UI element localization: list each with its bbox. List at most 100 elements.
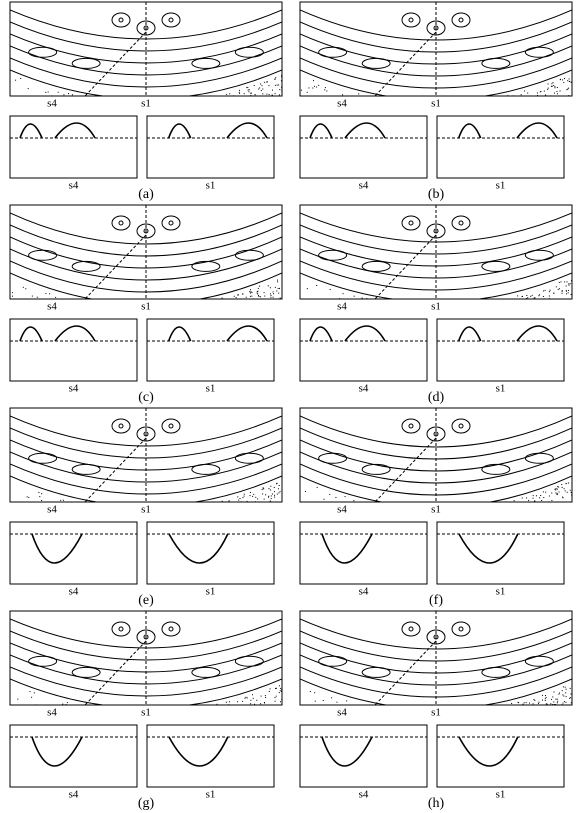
chaotic-dot bbox=[193, 508, 194, 509]
chaotic-dot bbox=[481, 512, 482, 513]
chaotic-dot bbox=[207, 726, 208, 727]
chaotic-dot bbox=[442, 728, 443, 729]
chaotic-dot bbox=[435, 537, 436, 538]
chaotic-dot bbox=[165, 330, 166, 331]
chaotic-dot bbox=[389, 114, 390, 115]
chaotic-dot bbox=[239, 315, 240, 316]
chaotic-dot bbox=[528, 503, 529, 504]
chaotic-dot bbox=[566, 491, 568, 493]
chaotic-dot bbox=[220, 520, 221, 521]
chaotic-dot bbox=[164, 112, 165, 113]
chaotic-dot bbox=[122, 729, 123, 730]
chaotic-dot bbox=[219, 107, 220, 108]
chaotic-dot bbox=[213, 722, 214, 723]
chaotic-dot bbox=[189, 324, 190, 325]
chaotic-dot bbox=[111, 307, 112, 308]
chaotic-dot bbox=[354, 303, 355, 304]
chaotic-dot bbox=[380, 321, 381, 322]
chaotic-dot bbox=[488, 721, 489, 722]
chaotic-dot bbox=[214, 525, 215, 526]
chaotic-dot bbox=[262, 107, 263, 108]
chaotic-dot bbox=[74, 527, 75, 528]
chaotic-dot bbox=[333, 104, 334, 105]
chaotic-dot bbox=[533, 308, 534, 309]
island-center bbox=[458, 423, 464, 429]
chaotic-dot bbox=[88, 726, 89, 727]
chaotic-dot bbox=[540, 720, 541, 721]
chaotic-dot bbox=[118, 740, 119, 741]
chaotic-dot bbox=[271, 707, 272, 708]
island bbox=[71, 666, 101, 678]
chaotic-dot bbox=[507, 113, 508, 114]
chaotic-dot bbox=[471, 313, 472, 314]
chaotic-dot bbox=[547, 304, 548, 305]
chaotic-dot bbox=[541, 515, 542, 516]
chaotic-dot bbox=[192, 521, 193, 522]
chaotic-dot bbox=[200, 304, 201, 305]
chaotic-dot bbox=[264, 98, 265, 99]
chaotic-dot bbox=[529, 109, 530, 110]
chaotic-dot bbox=[241, 503, 242, 504]
chaotic-dot bbox=[228, 119, 229, 120]
chaotic-dot bbox=[502, 509, 503, 510]
chaotic-dot bbox=[196, 308, 197, 309]
chaotic-dot bbox=[558, 693, 560, 695]
chaotic-dot bbox=[216, 703, 218, 705]
chaotic-dot bbox=[138, 308, 139, 309]
chaotic-dot bbox=[495, 304, 496, 305]
chaotic-dot bbox=[530, 710, 531, 711]
chaotic-dot bbox=[409, 317, 410, 318]
chaotic-dot bbox=[152, 731, 153, 732]
island bbox=[28, 452, 58, 464]
chaotic-dot bbox=[518, 518, 519, 519]
chaotic-dot bbox=[333, 713, 334, 714]
chaotic-dot bbox=[100, 315, 101, 316]
chaotic-dot bbox=[22, 286, 24, 288]
chaotic-dot bbox=[239, 89, 241, 91]
chaotic-dot bbox=[547, 519, 548, 520]
chaotic-dot bbox=[377, 100, 378, 101]
chaotic-dot bbox=[212, 309, 213, 310]
chaotic-dot bbox=[131, 733, 132, 734]
chaotic-dot bbox=[254, 708, 255, 709]
chaotic-dot bbox=[174, 739, 175, 740]
chaotic-dot bbox=[105, 725, 106, 726]
chaotic-dot bbox=[567, 80, 569, 82]
chaotic-dot bbox=[231, 310, 232, 311]
chaotic-dot bbox=[540, 306, 541, 307]
chaotic-dot bbox=[460, 510, 461, 511]
chaotic-dot bbox=[181, 112, 182, 113]
chaotic-dot bbox=[204, 717, 205, 718]
chaotic-dot bbox=[357, 516, 358, 517]
chaotic-dot bbox=[472, 114, 473, 115]
chaotic-dot bbox=[170, 528, 171, 529]
chaotic-dot bbox=[421, 741, 422, 742]
chaotic-dot bbox=[421, 716, 422, 717]
chaotic-dot bbox=[277, 707, 278, 708]
island bbox=[361, 57, 391, 69]
chaotic-dot bbox=[528, 306, 529, 307]
chaotic-dot bbox=[379, 125, 380, 126]
chaotic-dot bbox=[102, 317, 103, 318]
chaotic-dot bbox=[281, 503, 282, 504]
chaotic-dot bbox=[530, 295, 532, 297]
chaotic-dot bbox=[260, 106, 261, 107]
chaotic-dot bbox=[347, 309, 348, 310]
chaotic-dot bbox=[459, 509, 460, 510]
chaotic-dot bbox=[390, 121, 391, 122]
chaotic-dot bbox=[139, 528, 140, 529]
chaotic-dot bbox=[545, 300, 546, 301]
chaotic-dot bbox=[387, 321, 388, 322]
chaotic-dot bbox=[136, 315, 137, 316]
chaotic-dot bbox=[65, 504, 66, 505]
island bbox=[161, 418, 181, 434]
chaotic-dot bbox=[267, 100, 268, 101]
chaotic-dot bbox=[223, 112, 224, 113]
chaotic-dot bbox=[264, 695, 266, 697]
chaotic-dot bbox=[369, 109, 370, 110]
chaotic-dot bbox=[142, 119, 143, 120]
chaotic-dot bbox=[185, 304, 186, 305]
chaotic-dot bbox=[477, 726, 478, 727]
chaotic-dot bbox=[208, 506, 209, 507]
chaotic-dot bbox=[279, 287, 281, 289]
